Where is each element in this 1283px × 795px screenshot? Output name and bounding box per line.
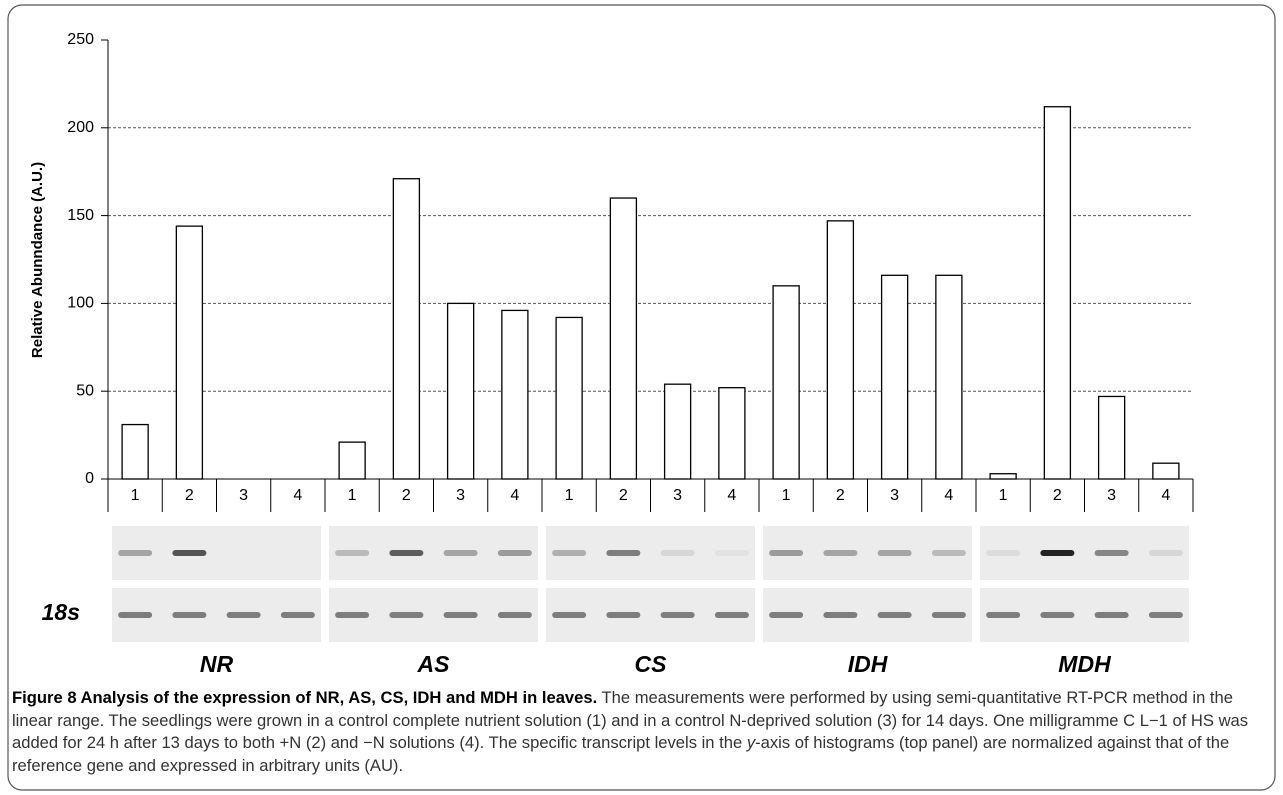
- gel-band: [335, 612, 369, 618]
- gel-band: [1095, 612, 1129, 618]
- gel-band: [172, 612, 206, 618]
- group-label: AS: [417, 651, 451, 677]
- gel-band: [769, 550, 803, 556]
- gel-band: [932, 612, 966, 618]
- x-tick-label: 2: [402, 487, 411, 504]
- group-label: NR: [200, 651, 234, 677]
- gel-band: [606, 550, 640, 556]
- gel-band: [389, 550, 423, 556]
- x-tick-label: 2: [185, 487, 194, 504]
- gel-band: [715, 550, 749, 556]
- x-tick-label: 2: [619, 487, 628, 504]
- caption: Figure 8 Analysis of the expression of N…: [12, 687, 1270, 777]
- gel-band: [715, 612, 749, 618]
- gel-band: [661, 612, 695, 618]
- bar: [122, 425, 148, 479]
- gel-band: [498, 550, 532, 556]
- gel-band: [552, 550, 586, 556]
- gel-band: [986, 550, 1020, 556]
- bar: [827, 221, 853, 479]
- gel-band: [172, 550, 206, 556]
- caption-text: y: [747, 733, 755, 752]
- y-tick-label: 250: [67, 31, 94, 48]
- gel-band: [118, 550, 152, 556]
- y-tick-label: 50: [76, 382, 94, 399]
- gel-band: [1149, 550, 1183, 556]
- gel-band: [1040, 550, 1074, 556]
- x-tick-label: 1: [131, 487, 140, 504]
- gel-band: [606, 612, 640, 618]
- x-tick-label: 3: [890, 487, 899, 504]
- x-tick-label: 4: [293, 487, 302, 504]
- x-tick-label: 2: [836, 487, 845, 504]
- gel-band: [281, 612, 315, 618]
- x-tick-label: 4: [510, 487, 519, 504]
- bar: [176, 226, 202, 479]
- x-tick-label: 1: [999, 487, 1008, 504]
- bar: [1044, 107, 1070, 479]
- y-tick-label: 100: [67, 295, 94, 312]
- gel-band: [661, 550, 695, 556]
- gel-band: [389, 612, 423, 618]
- bar: [882, 275, 908, 479]
- x-tick-label: 3: [456, 487, 465, 504]
- gel-band: [444, 550, 478, 556]
- bar: [339, 442, 365, 479]
- gel-band: [118, 612, 152, 618]
- gel-band: [335, 550, 369, 556]
- bar: [556, 317, 582, 479]
- gel-band: [1095, 550, 1129, 556]
- x-tick-label: 3: [1107, 487, 1116, 504]
- bar: [1153, 463, 1179, 479]
- x-tick-label: 4: [727, 487, 736, 504]
- y-axis-label: Relative Abunndance (A.U.): [29, 162, 46, 358]
- bar: [936, 275, 962, 479]
- gel-label: 18s: [42, 599, 80, 625]
- page: {"chart_data": {"type": "bar", "y_label"…: [0, 0, 1283, 795]
- gel-band: [444, 612, 478, 618]
- gel-band: [823, 612, 857, 618]
- gel-band: [932, 550, 966, 556]
- bar: [448, 303, 474, 479]
- group-label: CS: [635, 651, 668, 677]
- bar: [719, 388, 745, 479]
- x-tick-label: 1: [348, 487, 357, 504]
- y-tick-label: 150: [67, 207, 94, 224]
- x-tick-label: 1: [565, 487, 574, 504]
- x-tick-label: 1: [782, 487, 791, 504]
- bar: [1099, 396, 1125, 479]
- gel-band: [1040, 612, 1074, 618]
- x-tick-label: 4: [1161, 487, 1170, 504]
- gel-band: [986, 612, 1020, 618]
- gel-band: [498, 612, 532, 618]
- bar: [610, 198, 636, 479]
- bar: [502, 310, 528, 479]
- y-tick-label: 0: [85, 470, 94, 487]
- gel-band: [878, 550, 912, 556]
- caption-title: Figure 8 Analysis of the expression of N…: [12, 688, 597, 707]
- bar: [393, 179, 419, 479]
- gel-band: [1149, 612, 1183, 618]
- x-tick-label: 3: [673, 487, 682, 504]
- gel-band: [227, 612, 261, 618]
- x-tick-label: 4: [944, 487, 953, 504]
- y-tick-label: 200: [67, 119, 94, 136]
- bar: [665, 384, 691, 479]
- chart: Relative Abunndance (A.U.) 18s 0 50 100 150…: [0, 0, 1283, 795]
- x-tick-label: 2: [1053, 487, 1062, 504]
- gel-band: [769, 612, 803, 618]
- bar: [773, 286, 799, 479]
- gel-band: [552, 612, 586, 618]
- gel-band: [878, 612, 912, 618]
- group-label: IDH: [848, 651, 888, 677]
- gel-band: [823, 550, 857, 556]
- x-tick-label: 3: [239, 487, 248, 504]
- bar: [990, 474, 1016, 479]
- group-label: MDH: [1058, 651, 1111, 677]
